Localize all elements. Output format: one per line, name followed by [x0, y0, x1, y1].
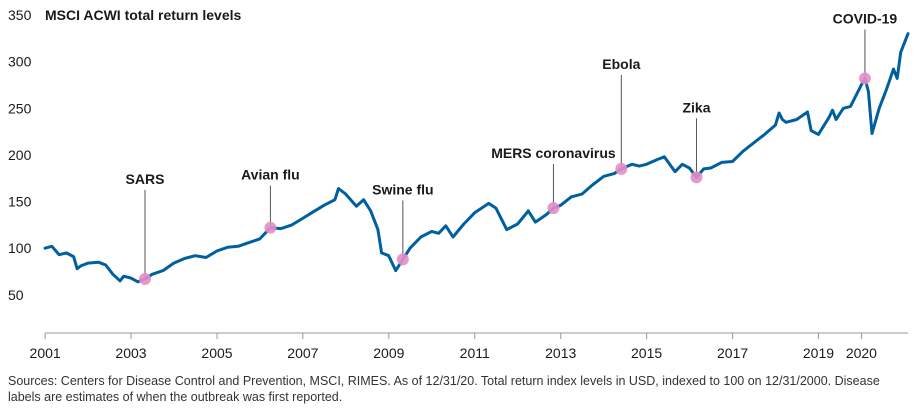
annotation-marker: [396, 253, 409, 266]
y-tick-label: 200: [8, 147, 32, 163]
source-footnote: Sources: Centers for Disease Control and…: [8, 374, 880, 404]
y-tick-label: 50: [8, 287, 24, 303]
annotation-label: Zika: [682, 99, 710, 115]
annotation-label: MERS coronavirus: [491, 145, 616, 161]
x-axis: 2001 2003 2005 2007 2009 2011 2013 2015 2017 2019…: [30, 333, 877, 361]
x-tick-label: 2003: [115, 345, 146, 361]
y-tick-label: 250: [8, 100, 32, 116]
line-chart: 350 300 250 200 150 100 50 MSCI ACWI total ret…: [8, 7, 910, 361]
annotation-label: Ebola: [602, 56, 640, 72]
x-tick-label: 2005: [201, 345, 232, 361]
y-tick-label: 300: [8, 54, 32, 70]
annotation-leader-lines: [144, 29, 866, 279]
annotation-label: COVID-19: [833, 10, 898, 26]
annotation-marker: [138, 272, 151, 285]
annotation-markers: [138, 72, 871, 285]
y-tick-label: 350: [8, 7, 32, 23]
x-tick-label: 2009: [373, 345, 404, 361]
x-tick-label: 2013: [545, 345, 576, 361]
y-axis-title: MSCI ACWI total return levels: [45, 7, 242, 23]
x-tick-label: 2001: [30, 345, 61, 361]
y-tick-label: 150: [8, 194, 32, 210]
annotation-marker: [264, 221, 277, 234]
annotation-label: SARS: [126, 171, 165, 187]
annotation-label: Swine flu: [372, 181, 433, 197]
series-line-msci-acwi: [43, 32, 910, 284]
x-tick-label: 2019: [803, 345, 834, 361]
y-axis: 350 300 250 200 150 100 50: [8, 7, 32, 303]
annotation-marker: [690, 171, 703, 184]
x-tick-label: 2017: [717, 345, 748, 361]
x-tick-label: 2015: [631, 345, 662, 361]
annotation-marker: [547, 202, 560, 215]
x-tick-label: 2020: [846, 345, 877, 361]
y-tick-label: 100: [8, 240, 32, 256]
annotation-marker: [858, 72, 871, 85]
annotation-labels: SARS Avian flu Swine flu MERS coronavirus Eb…: [126, 10, 898, 197]
x-tick-label: 2011: [460, 345, 490, 361]
annotation-label: Avian flu: [241, 167, 300, 183]
annotation-marker: [615, 162, 628, 175]
x-tick-label: 2007: [287, 345, 318, 361]
